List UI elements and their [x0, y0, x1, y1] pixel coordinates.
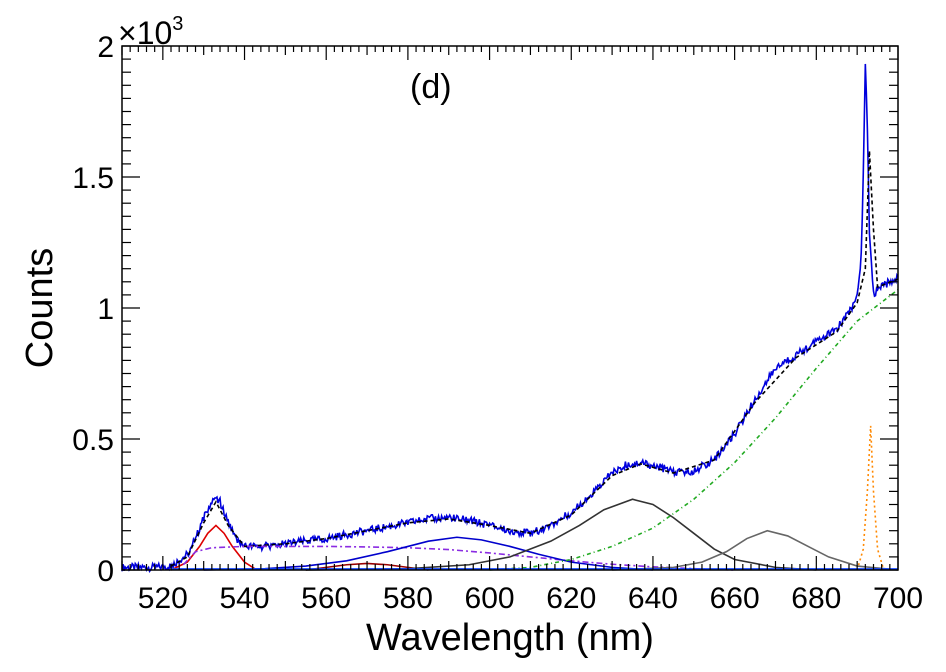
x-tick-label: 680	[791, 582, 841, 615]
y-tick-label: 2	[97, 31, 114, 64]
series-line-8	[489, 289, 899, 571]
series-line-5	[203, 536, 654, 571]
x-tick-label: 540	[219, 582, 269, 615]
series-line-4	[182, 545, 735, 571]
x-tick-label: 520	[138, 582, 188, 615]
series-group	[121, 63, 899, 574]
y-axis-title: Counts	[19, 248, 61, 368]
x-tick-label: 560	[301, 582, 351, 615]
x-axis-title: Wavelength (nm)	[366, 617, 654, 659]
x-tick-label: 580	[383, 582, 433, 615]
annotation-label: (d)	[410, 68, 452, 106]
series-line-0	[121, 63, 899, 574]
series-line-6	[305, 498, 817, 571]
x-tick-label: 620	[546, 582, 596, 615]
series-line-7	[612, 529, 899, 571]
series-line-2	[170, 524, 258, 571]
x-tick-label: 660	[710, 582, 760, 615]
x-tick-label: 700	[873, 582, 923, 615]
y-exponent-label: ×103	[118, 13, 183, 51]
y-axis: 0 0.5 1 1.5 2	[72, 31, 898, 588]
x-tick-label: 640	[628, 582, 678, 615]
plot-frame	[121, 45, 899, 571]
x-axis: 520 540 560 580 600 620 640 660 680 700	[121, 46, 923, 615]
x-tick-label: 600	[465, 582, 515, 615]
series-line-9	[856, 425, 885, 571]
y-tick-label: 1.5	[72, 162, 114, 195]
series-line-1	[170, 150, 899, 567]
y-tick-label: 1	[97, 293, 114, 326]
y-tick-label: 0	[97, 555, 114, 588]
y-exponent-power: 3	[172, 13, 183, 35]
y-tick-label: 0.5	[72, 424, 114, 457]
y-exponent-base: ×10	[118, 15, 172, 51]
